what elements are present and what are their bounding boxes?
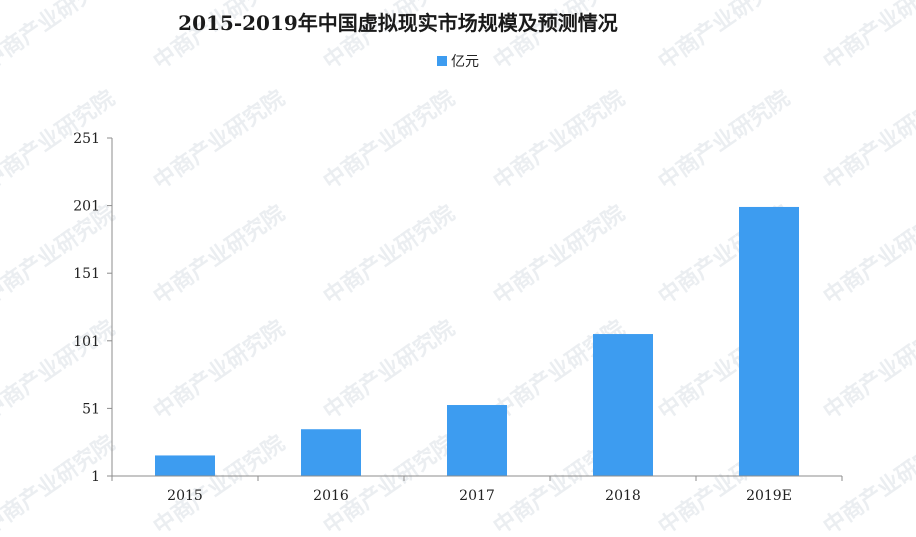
bar-2019E: [739, 206, 799, 476]
legend-swatch: [437, 56, 447, 66]
watermark-text: 中商产业研究院: [654, 85, 795, 195]
watermark-text: 中商产业研究院: [149, 315, 290, 425]
bar-2015: [155, 455, 215, 476]
watermark-text: 中商产业研究院: [319, 85, 460, 195]
legend: 亿元: [437, 54, 479, 70]
bar-2017: [447, 405, 507, 476]
watermark-text: 中商产业研究院: [819, 430, 916, 537]
bar-2016: [301, 429, 361, 476]
legend-label: 亿元: [451, 54, 479, 70]
watermark-text: 中商产业研究院: [819, 0, 916, 75]
watermark-text: 中商产业研究院: [0, 0, 120, 75]
y-tick-label: 251: [73, 131, 100, 147]
watermark-text: 中商产业研究院: [319, 315, 460, 425]
y-tick-label: 151: [73, 266, 100, 282]
watermark-text: 中商产业研究院: [0, 430, 120, 537]
y-tick-label: 1: [91, 469, 100, 485]
watermark-text: 中商产业研究院: [819, 85, 916, 195]
watermark-text: 中商产业研究院: [149, 85, 290, 195]
x-tick-label: 2017: [459, 488, 495, 504]
watermark-text: 中商产业研究院: [489, 85, 630, 195]
bar-2018: [593, 334, 653, 476]
watermark-text: 中商产业研究院: [319, 200, 460, 310]
y-tick-label: 51: [82, 401, 100, 417]
watermark-text: 中商产业研究院: [654, 0, 795, 75]
watermark-text: 中商产业研究院: [0, 200, 120, 310]
x-tick-label: 2018: [605, 488, 641, 504]
y-tick-label: 201: [73, 199, 100, 215]
watermark-text: 中商产业研究院: [489, 200, 630, 310]
watermark-text: 中商产业研究院: [819, 315, 916, 425]
x-axis: 2015 2016 2017 2018 2019E: [111, 475, 843, 504]
watermark-text: 中商产业研究院: [819, 200, 916, 310]
chart-title: 2015-2019年中国虚拟现实市场规模及预测情况: [178, 11, 618, 35]
watermark-text: 中商产业研究院: [0, 315, 120, 425]
x-tick-label: 2016: [313, 488, 349, 504]
watermark-text: 中商产业研究院: [0, 85, 120, 195]
x-tick-label: 2015: [167, 488, 203, 504]
bars: [155, 206, 799, 476]
x-tick-label: 2019E: [746, 488, 792, 504]
watermark-text: 中商产业研究院: [149, 200, 290, 310]
y-tick-label: 101: [73, 334, 100, 350]
watermark-text: 中商产业研究院: [149, 430, 290, 537]
